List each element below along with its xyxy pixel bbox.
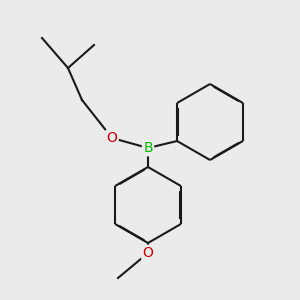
Text: B: B [143, 141, 153, 155]
Text: O: O [142, 246, 153, 260]
Text: O: O [106, 131, 117, 145]
